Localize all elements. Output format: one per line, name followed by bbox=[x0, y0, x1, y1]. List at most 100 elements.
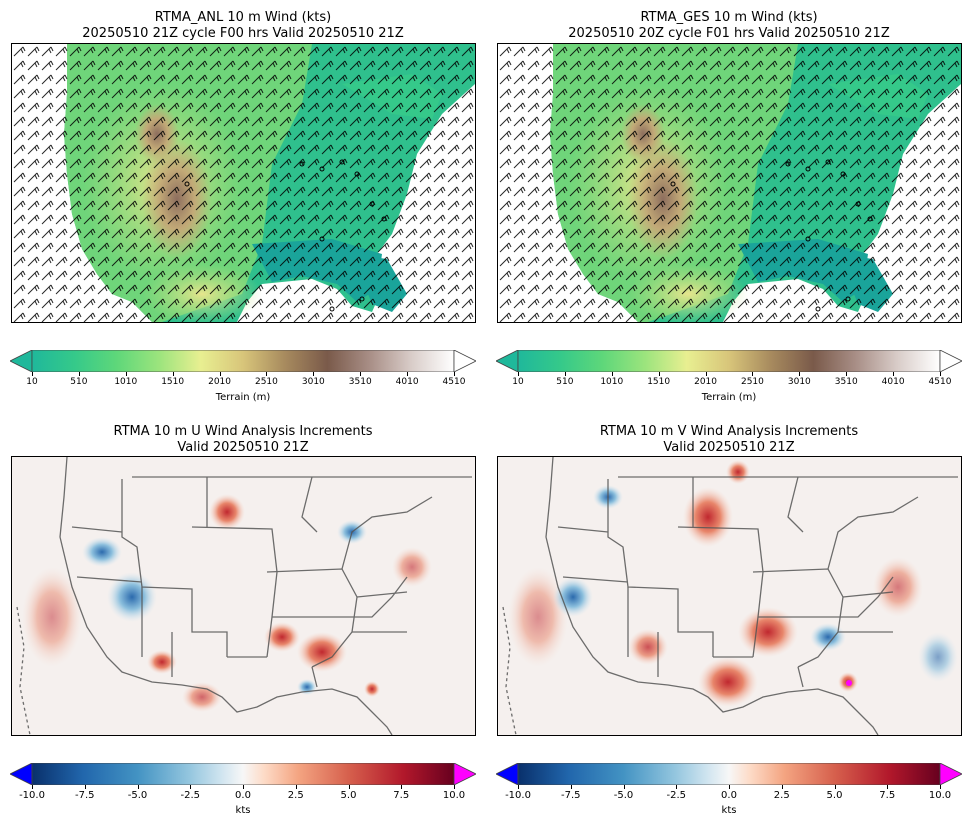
colorbar-tick-label: -7.5 bbox=[74, 790, 95, 801]
colorbar-tick-label: 1010 bbox=[600, 377, 624, 387]
colorbar-tick-label: 0.0 bbox=[235, 790, 251, 801]
colorbar-tick-mark bbox=[564, 372, 566, 376]
colorbar-tick-label: -5.0 bbox=[613, 790, 634, 801]
ges-title: RTMA_GES 10 m Wind (kts) 20250510 20Z cy… bbox=[486, 10, 972, 42]
u-increment-colorbar: -10.0 -7.5 -5.0 -2.5 0.0 2.5 5.0 7.5 10.0 kts bbox=[9, 762, 477, 823]
colorbar-tick-mark bbox=[623, 785, 625, 789]
colorbar-tick-mark bbox=[518, 785, 519, 789]
v-increment-colorbar: -10.0 -7.5 -5.0 -2.5 0.0 2.5 5.0 7.5 10.0 kts bbox=[495, 762, 963, 823]
v-increment-map bbox=[497, 456, 962, 736]
colorbar-tick-mark bbox=[729, 785, 730, 789]
ges-title-line2: 20250510 20Z cycle F01 hrs Valid 2025051… bbox=[568, 26, 890, 41]
colorbar-tick-label: -2.5 bbox=[666, 790, 687, 801]
colorbar-tick-mark bbox=[518, 372, 519, 376]
colorbar-tick-label: 2510 bbox=[254, 377, 278, 387]
colorbar-tick-mark bbox=[313, 372, 315, 376]
colorbar-tick-label: -2.5 bbox=[180, 790, 201, 801]
colorbar-tick-label: 1010 bbox=[114, 377, 138, 387]
colorbar-tick-label: 7.5 bbox=[393, 790, 410, 801]
colorbar-tick-label: -10.0 bbox=[505, 790, 531, 801]
v-colorbar-label: kts bbox=[721, 805, 737, 816]
colorbar-tick-label: 5.0 bbox=[826, 790, 843, 801]
colorbar-tick-mark bbox=[401, 785, 403, 789]
colorbar-tick-label: 1510 bbox=[161, 377, 185, 387]
v-colorbar-gradient bbox=[495, 762, 963, 786]
colorbar-tick-mark bbox=[781, 785, 783, 789]
colorbar-tick-label: -10.0 bbox=[19, 790, 45, 801]
colorbar-tick-mark bbox=[752, 372, 754, 376]
terrain-colorbar-left: 10 510 1010 1510 2010 2510 3010 3510 4010 4510 Te… bbox=[9, 349, 477, 410]
colorbar-tick-label: 2010 bbox=[694, 377, 717, 387]
colorbar-tick-mark bbox=[887, 785, 889, 789]
colorbar-tick-mark bbox=[78, 372, 80, 376]
colorbar-tick-label: 4510 bbox=[928, 377, 952, 387]
colorbar-tick-mark bbox=[407, 372, 409, 376]
colorbar-tick-mark bbox=[243, 785, 244, 789]
v-title-line1: RTMA 10 m V Wind Analysis Increments bbox=[599, 424, 859, 439]
colorbar-tick-label: -5.0 bbox=[127, 790, 148, 801]
v-title-line2: Valid 20250510 21Z bbox=[663, 440, 795, 455]
colorbar-tick-label: 10 bbox=[26, 377, 38, 387]
colorbar-tick-mark bbox=[676, 785, 678, 789]
anl-title-line2: 20250510 21Z cycle F00 hrs Valid 2025051… bbox=[82, 26, 404, 41]
colorbar-tick-mark bbox=[611, 372, 613, 376]
v-title: RTMA 10 m V Wind Analysis Increments Val… bbox=[486, 424, 972, 456]
colorbar-tick-label: 3010 bbox=[787, 377, 811, 387]
colorbar-tick-mark bbox=[137, 785, 139, 789]
colorbar-tick-mark bbox=[705, 372, 707, 376]
colorbar-tick-mark bbox=[360, 372, 362, 376]
ges-terrain-wind-map bbox=[497, 43, 962, 323]
colorbar-tick-mark bbox=[454, 372, 455, 376]
colorbar-tick-mark bbox=[348, 785, 350, 789]
colorbar-tick-mark bbox=[84, 785, 86, 789]
anl-title-line1: RTMA_ANL 10 m Wind (kts) bbox=[154, 10, 332, 25]
colorbar-tick-mark bbox=[32, 785, 33, 789]
colorbar-tick-label: 4010 bbox=[395, 377, 419, 387]
colorbar-tick-label: 4510 bbox=[442, 377, 466, 387]
colorbar-tick-label: 2510 bbox=[740, 377, 764, 387]
colorbar-tick-label: 2.5 bbox=[287, 790, 304, 801]
colorbar-tick-label: 510 bbox=[70, 377, 88, 387]
colorbar-tick-mark bbox=[893, 372, 895, 376]
anl-terrain-wind-map bbox=[11, 43, 476, 323]
colorbar-tick-mark bbox=[219, 372, 221, 376]
u-title-line1: RTMA 10 m U Wind Analysis Increments bbox=[113, 424, 373, 439]
u-title: RTMA 10 m U Wind Analysis Increments Val… bbox=[0, 424, 486, 456]
terrain-colorbar-right-gradient bbox=[495, 349, 963, 373]
u-title-line2: Valid 20250510 21Z bbox=[177, 440, 309, 455]
anl-title: RTMA_ANL 10 m Wind (kts) 20250510 21Z cy… bbox=[0, 10, 486, 42]
colorbar-tick-label: 4010 bbox=[881, 377, 905, 387]
colorbar-tick-mark bbox=[658, 372, 660, 376]
colorbar-tick-label: -7.5 bbox=[560, 790, 581, 801]
colorbar-tick-label: 3010 bbox=[301, 377, 325, 387]
colorbar-tick-label: 5.0 bbox=[340, 790, 357, 801]
colorbar-tick-mark bbox=[570, 785, 572, 789]
colorbar-tick-mark bbox=[32, 372, 33, 376]
colorbar-tick-label: 2010 bbox=[208, 377, 231, 387]
colorbar-tick-mark bbox=[454, 785, 455, 789]
colorbar-tick-mark bbox=[266, 372, 268, 376]
colorbar-tick-mark bbox=[190, 785, 192, 789]
u-colorbar-gradient bbox=[9, 762, 477, 786]
colorbar-tick-label: 0.0 bbox=[721, 790, 737, 801]
colorbar-tick-mark bbox=[799, 372, 801, 376]
colorbar-tick-label: 7.5 bbox=[879, 790, 896, 801]
colorbar-tick-label: 3510 bbox=[348, 377, 372, 387]
colorbar-tick-mark bbox=[295, 785, 297, 789]
colorbar-tick-label: 3510 bbox=[834, 377, 858, 387]
colorbar-tick-label: 510 bbox=[556, 377, 574, 387]
terrain-colorbar-right-label: Terrain (m) bbox=[701, 392, 757, 403]
colorbar-tick-label: 10.0 bbox=[442, 790, 466, 801]
u-colorbar-ticks: -10.0 -7.5 -5.0 -2.5 0.0 2.5 5.0 7.5 10.0 bbox=[10, 763, 476, 823]
terrain-colorbar-left-gradient bbox=[9, 349, 477, 373]
u-increment-map bbox=[11, 456, 476, 736]
colorbar-tick-label: 10 bbox=[512, 377, 524, 387]
colorbar-tick-mark bbox=[125, 372, 127, 376]
terrain-colorbar-left-label: Terrain (m) bbox=[215, 392, 271, 403]
colorbar-tick-mark bbox=[846, 372, 848, 376]
colorbar-tick-mark bbox=[940, 372, 941, 376]
u-colorbar-label: kts bbox=[235, 805, 251, 816]
colorbar-tick-mark bbox=[940, 785, 941, 789]
